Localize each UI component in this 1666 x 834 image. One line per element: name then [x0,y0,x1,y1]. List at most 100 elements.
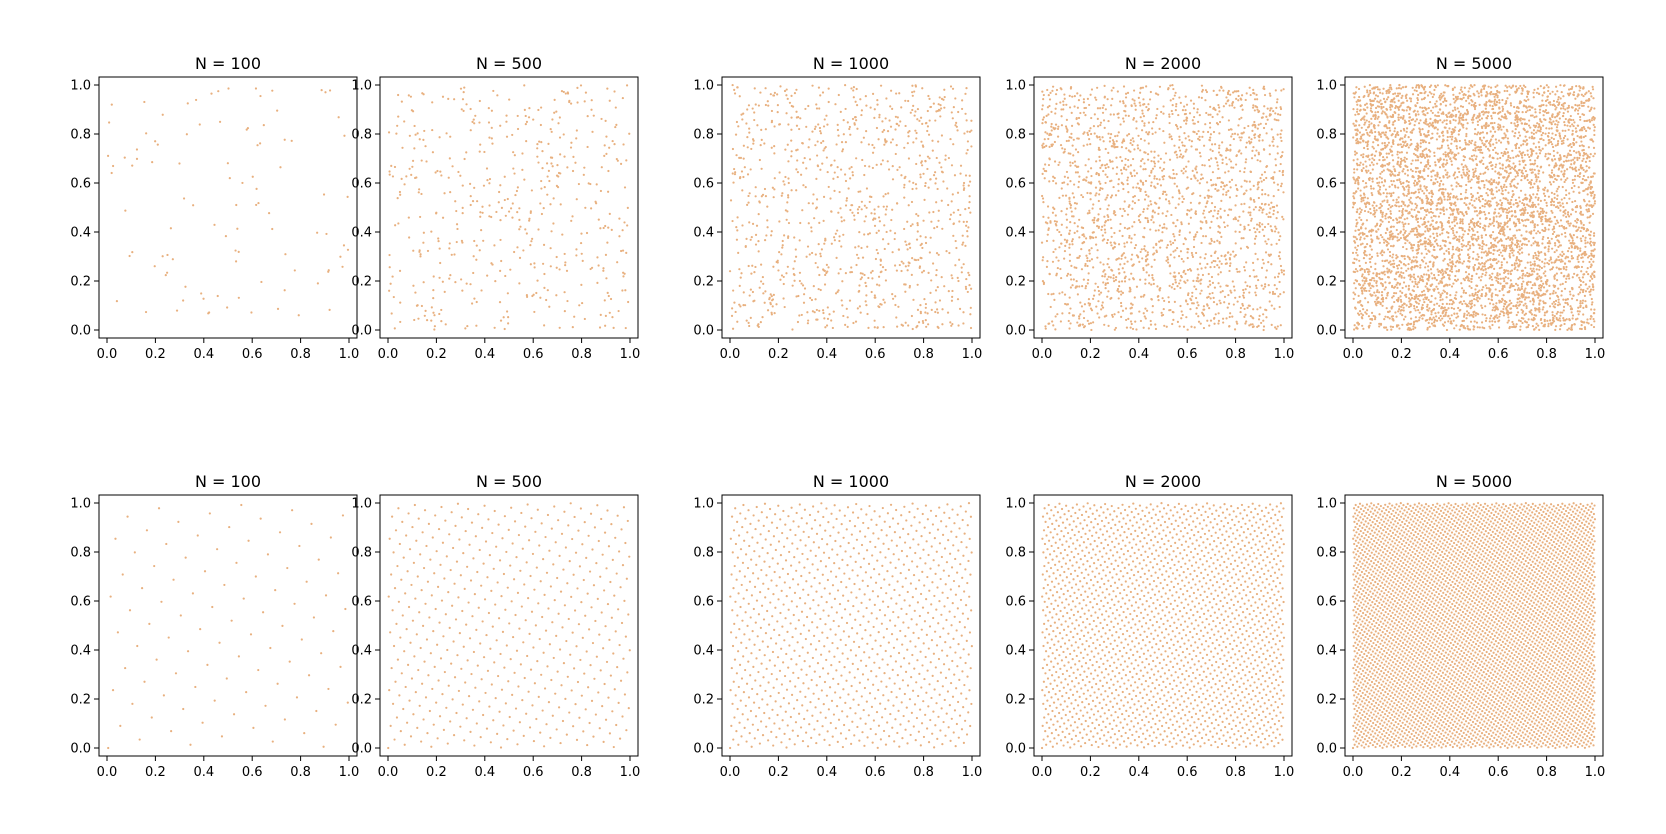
scatter-point [397,222,399,224]
scatter-point [965,225,967,227]
scatter-point [1090,94,1092,96]
scatter-point [1217,257,1219,259]
scatter-point [753,140,755,142]
scatter-point [411,166,413,168]
scatter-point [963,132,965,134]
scatter-point [488,204,490,206]
scatter-point [1564,135,1566,137]
scatter-point [1362,280,1364,282]
scatter-point [938,254,940,256]
scatter-point [865,105,867,107]
scatter-point [556,185,558,187]
scatter-point [1353,171,1355,173]
scatter-point [755,243,757,245]
scatter-point [773,294,775,296]
scatter-point [1264,193,1266,195]
scatter-point [1387,316,1389,318]
scatter-point [1251,150,1253,152]
scatter-point [1197,108,1199,110]
scatter-point [568,100,570,102]
scatter-point [1242,305,1244,307]
scatter-point [1142,236,1144,238]
scatter-point [1109,159,1111,161]
scatter-point [1211,261,1213,263]
scatter-point [1425,262,1427,264]
scatter-point [1469,294,1471,296]
scatter-point [1133,102,1135,104]
scatter-point [965,87,967,89]
scatter-point [1069,254,1071,256]
scatter-point [1099,183,1101,185]
scatter-point [968,184,970,186]
scatter-point [1232,101,1234,103]
scatter-point [865,294,867,296]
scatter-point [1556,249,1558,251]
scatter-point [957,277,959,279]
scatter-point [781,195,783,197]
scatter-point [1462,234,1464,236]
scatter-point [937,188,939,190]
scatter-point [465,151,467,153]
scatter-point [1111,270,1113,272]
scatter-point [878,116,880,118]
scatter-point [570,102,572,104]
scatter-point [1556,267,1558,269]
scatter-point [1096,87,1098,89]
scatter-point [850,166,852,168]
scatter-point [1483,211,1485,213]
scatter-point [1153,283,1155,285]
scatter-point [1210,238,1212,240]
scatter-point [1054,248,1056,250]
scatter-point [1456,176,1458,178]
scatter-point [907,135,909,137]
scatter-point [1097,107,1099,109]
scatter-point [1262,229,1264,231]
scatter-point [1235,98,1237,100]
scatter-point [1410,100,1412,102]
scatter-point [1471,155,1473,157]
scatter-point [620,163,622,165]
scatter-point [1531,132,1533,134]
scatter-point [1060,234,1062,236]
scatter-point [459,175,461,177]
scatter-point [1237,220,1239,222]
scatter-point [849,271,851,273]
scatter-point [860,141,862,143]
scatter-point [903,228,905,230]
scatter-point [1055,214,1057,216]
x-tick-label: 0.2 [1080,347,1101,362]
scatter-point [1383,185,1385,187]
scatter-point [817,266,819,268]
scatter-point [1447,320,1449,322]
scatter-point [1084,114,1086,116]
scatter-point [1171,286,1173,288]
scatter-point [1224,185,1226,187]
scatter-point [885,279,887,281]
scatter-point [1181,201,1183,203]
scatter-point [917,259,919,261]
scatter-point [1278,239,1280,241]
scatter-point [816,198,818,200]
scatter-point [870,107,872,109]
scatter-point [1068,327,1070,329]
scatter-point [860,278,862,280]
scatter-point [1134,175,1136,177]
scatter-point [1077,171,1079,173]
scatter-point [200,292,202,294]
scatter-point [229,177,231,179]
scatter-point [1473,206,1475,208]
scatter-point [578,183,580,185]
scatter-point [1182,109,1184,111]
scatter-point [1177,321,1179,323]
scatter-point [329,89,331,91]
scatter-point [1209,165,1211,167]
scatter-point [399,302,401,304]
scatter-point [1541,223,1543,225]
scatter-point [1485,234,1487,236]
scatter-point [591,131,593,133]
scatter-point [1116,113,1118,115]
scatter-point [388,170,390,172]
scatter-point [1267,261,1269,263]
scatter-point [820,132,822,134]
scatter-point [1072,162,1074,164]
